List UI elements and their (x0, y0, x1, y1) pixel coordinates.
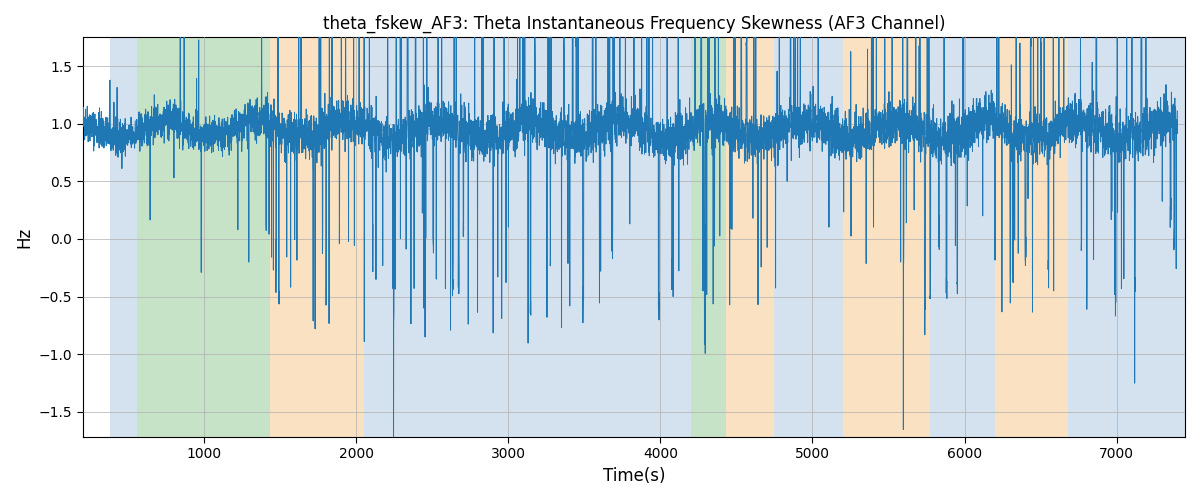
Bar (691, 38, 726, 437)
Bar (386, 38, 676, 437)
Bar (676, 38, 691, 437)
X-axis label: Time(s): Time(s) (602, 467, 665, 485)
Bar (930, 38, 995, 437)
Bar (995, 38, 1068, 437)
Bar (726, 38, 774, 437)
Y-axis label: Hz: Hz (14, 226, 32, 248)
Title: theta_fskew_AF3: Theta Instantaneous Frequency Skewness (AF3 Channel): theta_fskew_AF3: Theta Instantaneous Fre… (323, 15, 946, 34)
Bar (364, 38, 386, 437)
Bar (774, 38, 842, 437)
Bar (137, 38, 270, 437)
Bar (110, 38, 137, 437)
Bar (1068, 38, 1186, 437)
Bar (270, 38, 364, 437)
Bar (842, 38, 930, 437)
